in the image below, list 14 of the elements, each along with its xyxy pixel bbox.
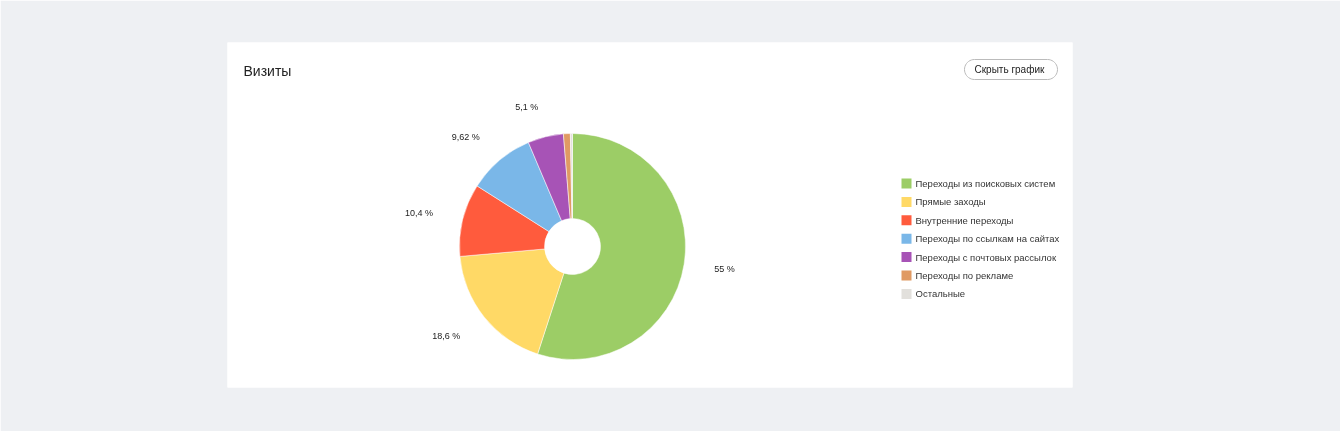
legend-label: Переходы из поисковых систем — [915, 178, 1056, 189]
legend-label: Внутренние переходы — [915, 214, 1014, 226]
legend-label: Прямые заходы — [915, 196, 986, 208]
legend-label: Переходы по ссылкам на сайтах — [915, 233, 1060, 245]
legend-label: Переходы с почтовых рассылок — [915, 251, 1057, 263]
legend-label: Переходы по рекламе — [915, 270, 1014, 281]
legend-label: Остальные — [915, 288, 966, 300]
text: Визиты — [243, 62, 292, 79]
text: Скрыть график — [974, 64, 1045, 75]
data-label: 55 % — [714, 263, 735, 274]
data-label: 9,62 % — [451, 132, 480, 143]
data-label: 5,1 % — [515, 102, 539, 113]
data-label: 18,6 % — [432, 330, 461, 341]
data-label: 10,4 % — [405, 207, 434, 218]
